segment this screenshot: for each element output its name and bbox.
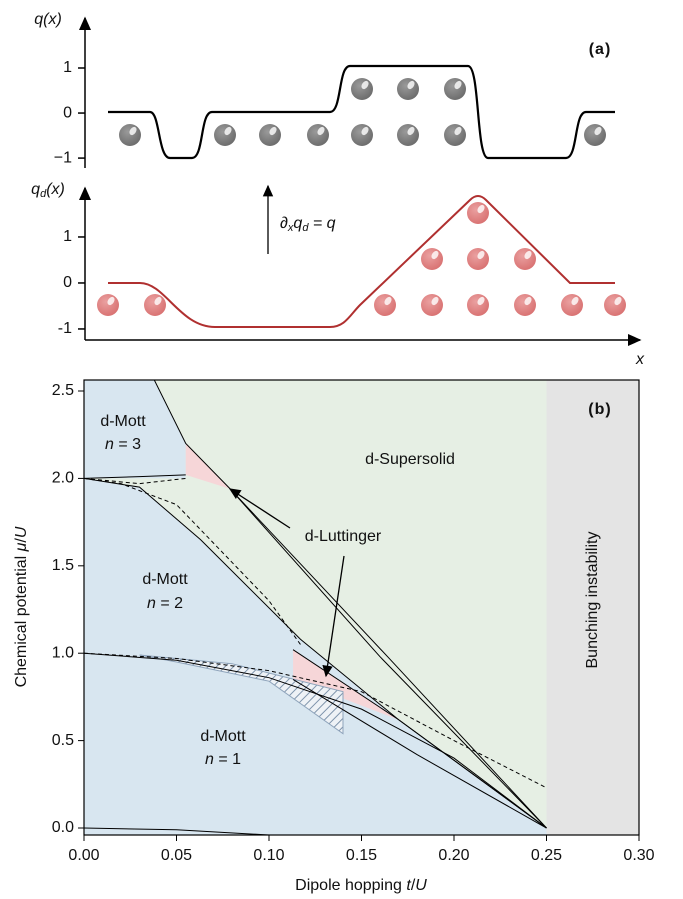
hatched-region xyxy=(139,654,344,735)
panel-a-bottom: x qd(x) ∂xqd = q xyxy=(31,181,645,368)
y-tick-label: 1 xyxy=(63,228,72,245)
x-tick-label: 0.25 xyxy=(531,847,562,864)
x-tick-label: 0.10 xyxy=(253,847,284,864)
x-tick-label: 0.20 xyxy=(438,847,469,864)
panel-label: (b) xyxy=(588,401,611,418)
y-tick-label: 0 xyxy=(63,274,72,291)
y-axis-label: Chemical potential μ/U xyxy=(13,526,30,687)
y-axis-label: qd(x) xyxy=(31,181,65,200)
highlights xyxy=(107,80,622,306)
y-tick-label: 1.5 xyxy=(52,557,74,574)
axes: 1 0 −1 1 0 -1 0.00 0.05 0.10 0.15 0.20 0.25 0.30 0.0 0… xyxy=(52,59,655,864)
y-tick-label: 0.0 xyxy=(52,819,74,836)
charge-profile xyxy=(108,64,615,160)
relation-label: ∂xqd = q xyxy=(280,215,336,234)
region-label: d-Mott xyxy=(142,571,188,588)
region-label: d-Luttinger xyxy=(305,528,382,545)
x-axis-label: x xyxy=(635,351,645,368)
phase-region xyxy=(84,380,547,829)
phase-boundary xyxy=(292,679,547,829)
dashed-boundary xyxy=(84,477,301,645)
dashed-boundary xyxy=(84,477,186,485)
arrow xyxy=(322,555,345,678)
y-tick-label: 2.0 xyxy=(52,470,74,487)
x-tick-label: 0.00 xyxy=(68,847,99,864)
phase-boundary xyxy=(84,474,186,479)
region-label: n = 3 xyxy=(105,436,141,453)
y-tick-label: 1.0 xyxy=(52,644,74,661)
panel-a-top: q(x) (a) xyxy=(34,11,615,168)
phase-region xyxy=(546,380,639,835)
y-tick-label: 0.5 xyxy=(52,732,74,749)
y-tick-label: 0 xyxy=(63,104,72,121)
x-tick-label: 0.05 xyxy=(161,847,192,864)
region-label: n = 2 xyxy=(147,595,183,612)
phase-boundary xyxy=(84,827,270,835)
plot-area xyxy=(84,380,639,835)
y-tick-label: −1 xyxy=(54,149,72,166)
x-axis-label: Dipole hopping t/U xyxy=(295,877,427,894)
x-tick-label: 0.30 xyxy=(623,847,654,864)
region-label: Bunching instability xyxy=(584,532,601,669)
y-axis-label: q(x) xyxy=(34,11,62,28)
y-tick-label: 2.5 xyxy=(52,382,74,399)
region-label: d-Mott xyxy=(200,728,246,745)
phase-boundary xyxy=(229,488,547,829)
dashed-boundary xyxy=(84,652,547,789)
panel-label: (a) xyxy=(589,41,612,58)
y-tick-label: -1 xyxy=(58,320,72,337)
region-label: n = 1 xyxy=(205,751,241,768)
y-tick-label: 1 xyxy=(63,59,72,76)
arrow xyxy=(228,488,291,529)
x-tick-label: 0.15 xyxy=(346,847,377,864)
region-label: d-Mott xyxy=(100,413,146,430)
region-label: d-Supersolid xyxy=(365,451,455,468)
dipole-profile xyxy=(108,195,615,328)
